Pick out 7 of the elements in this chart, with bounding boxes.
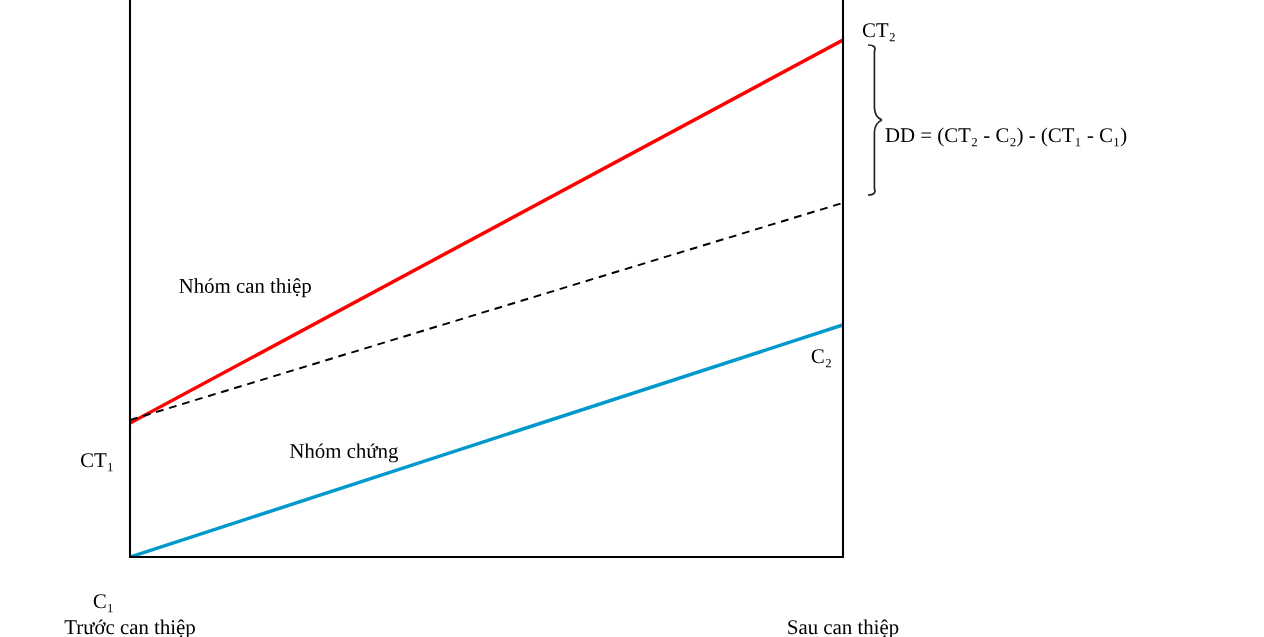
annotation: CT₁: [80, 453, 113, 472]
series-label: Nhóm can thiệp: [179, 278, 311, 298]
annotation: CT₂: [862, 23, 895, 42]
text: C₁: [93, 594, 113, 613]
series-label: Nhóm chứng: [289, 443, 399, 463]
annotation: C₂: [811, 349, 831, 368]
annotation: DD = (CT₂ - C₂) - (CT₁ - C₁): [885, 127, 1127, 147]
